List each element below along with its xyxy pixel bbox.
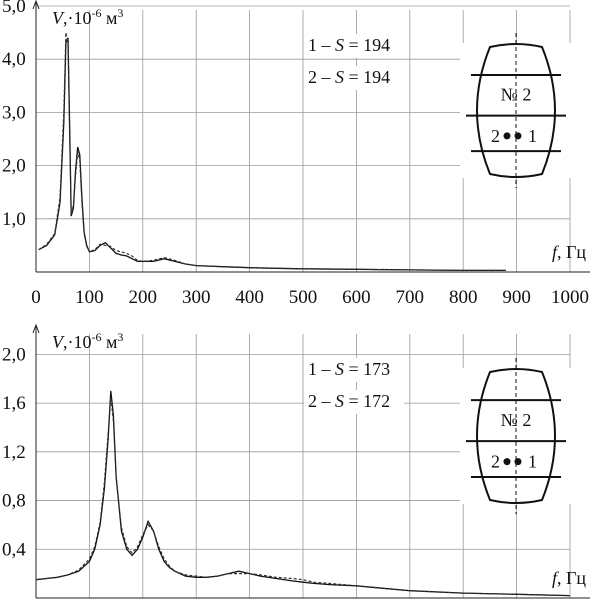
y-tick-label: 4,0 (2, 49, 26, 70)
x-tick-label: 100 (75, 287, 104, 308)
legend-entry-2: 2 – S = 194 (308, 67, 390, 87)
legend-bg (304, 390, 404, 414)
y-axis-arrow (32, 0, 40, 10)
y-tick-label: 0,4 (2, 539, 26, 560)
y-axis-label: V,·10-6 м3 (52, 6, 123, 28)
y-tick-label: 1,6 (2, 393, 26, 414)
y-tick-label: 0,8 (2, 491, 26, 512)
series-line-1 (38, 37, 506, 272)
point-1-label: 1 (528, 126, 537, 146)
x-tick-label: 300 (182, 287, 211, 308)
legend-entry-1: 1 – S = 173 (308, 359, 390, 379)
y-tick-label: 2,0 (2, 156, 26, 177)
x-tick-label: 600 (342, 287, 371, 308)
y-tick-label: 1,2 (2, 442, 26, 463)
chart-panel-1: 1,0 2,0 3,0 4,0 5,0 0 100 200 300 400 500 600 700 800… (2, 0, 590, 308)
x-tick-label: 700 (396, 287, 425, 308)
y-tick-label: 3,0 (2, 102, 26, 123)
point-1 (514, 132, 522, 140)
series-line-2 (38, 32, 506, 271)
point-2-label: 2 (491, 126, 500, 146)
point-2 (503, 132, 511, 140)
inset-label: № 2 (501, 410, 532, 430)
y-axis-arrow (32, 323, 40, 334)
point-1 (514, 458, 522, 466)
x-tick-label: 0 (31, 287, 41, 308)
legend-entry-2: 2 – S = 172 (308, 391, 390, 411)
series-line-2 (35, 396, 571, 597)
y-axis-label: V,·10-6 м3 (52, 330, 123, 352)
x-tick-label: 500 (289, 287, 318, 308)
x-tick-label: 1000 (551, 287, 589, 308)
y-tick-label: 5,0 (2, 0, 26, 17)
legend-bg (304, 358, 404, 382)
inset-diagram: № 2 2 1 (460, 33, 574, 188)
y-tick-label: 1,0 (2, 209, 26, 230)
x-tick-label: 400 (235, 287, 264, 308)
chart-panel-2: 0,4 0,8 1,2 1,6 2,0 V,·10-6 м3 f, Гц 1 – S = 17… (2, 323, 590, 599)
point-2 (503, 458, 511, 466)
x-axis-label: f, Гц (552, 242, 586, 262)
legend-bg (304, 66, 404, 90)
y-tick-label: 2,0 (2, 344, 26, 365)
x-tick-label: 800 (449, 287, 478, 308)
x-axis-label: f, Гц (552, 568, 586, 588)
x-tick-label: 900 (502, 287, 531, 308)
inset-diagram: № 2 2 1 (460, 358, 574, 514)
point-2-label: 2 (491, 452, 500, 472)
inset-label: № 2 (501, 84, 532, 104)
legend-bg (304, 34, 404, 58)
x-tick-label: 200 (129, 287, 158, 308)
legend-entry-1: 1 – S = 194 (308, 35, 390, 55)
point-1-label: 1 (528, 452, 537, 472)
